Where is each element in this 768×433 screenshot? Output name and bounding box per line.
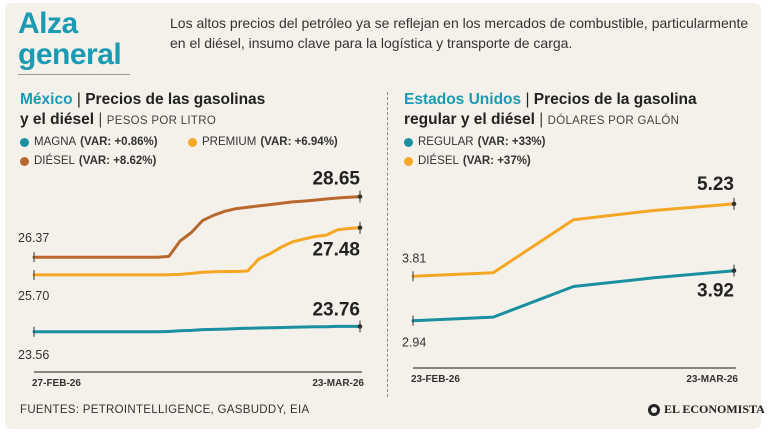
infographic-title: Alza general — [18, 7, 122, 71]
series-start-label: 23.56 — [18, 348, 49, 362]
legend-var: (VAR: +33%) — [477, 136, 546, 148]
series-end-label: 27.48 — [312, 240, 360, 261]
legend-var: (VAR: +6.94%) — [260, 136, 338, 148]
mexico-unit-label: PESOS POR LITRO — [106, 115, 217, 127]
x-tick-start: 23-FEB-26 — [411, 374, 460, 385]
legend-label: MAGNA — [34, 136, 77, 148]
series-start-label: 3.81 — [402, 251, 426, 265]
title-line-2: general — [18, 38, 122, 71]
series-start-label: 2.94 — [402, 336, 426, 350]
series-end-label: 23.76 — [312, 299, 360, 320]
us-diesel-swatch — [404, 156, 413, 166]
usa-title-a: Precios de la gasolina — [533, 91, 697, 108]
legend-label: REGULAR — [418, 136, 474, 148]
mexico-title-a: Precios de las gasolinas — [85, 91, 266, 108]
legend-var: (VAR: +37%) — [462, 155, 531, 167]
legend-item-us-diesel: DIÉSEL (VAR: +37%) — [404, 155, 531, 167]
series-end-point — [357, 225, 363, 230]
legend-label: DIÉSEL — [34, 155, 75, 167]
legend-item-diesel: DIÉSEL (VAR: +8.62%) — [20, 155, 156, 167]
x-tick-start: 27-FEB-26 — [32, 378, 81, 389]
legend-item-premium: PREMIUM (VAR: +6.94%) — [188, 136, 338, 148]
publisher-logo-icon — [648, 403, 660, 416]
magna-swatch — [20, 137, 29, 147]
usa-country-label: Estados Unidos — [404, 91, 522, 108]
series-end-point — [357, 324, 363, 329]
series-line-premium — [32, 226, 362, 277]
series-line-diésel — [411, 202, 736, 278]
usa-unit-label: DÓLARES POR GALÓN — [547, 115, 680, 127]
panel-divider — [387, 92, 388, 397]
sources-footnote: FUENTES: PETROINTELLIGENCE, GASBUDDY, EI… — [20, 404, 310, 416]
title-line-1: Alza — [18, 7, 78, 40]
x-tick-end: 23-MAR-26 — [312, 378, 364, 389]
infographic-panel — [5, 3, 761, 429]
legend-label: PREMIUM — [202, 136, 257, 148]
series-end-label: 5.23 — [697, 174, 734, 195]
mexico-country-label: México — [20, 91, 73, 108]
usa-panel-title: Estados Unidos | Precios de la gasolina … — [404, 91, 697, 128]
series-end-point — [731, 201, 737, 207]
diesel-swatch — [20, 156, 29, 166]
series-line-diésel — [32, 195, 362, 259]
series-end-label: 28.65 — [312, 169, 360, 190]
mexico-panel-title: México | Precios de las gasolinas y el d… — [20, 91, 266, 128]
title-underline — [18, 74, 130, 75]
series-start-label: 25.70 — [18, 289, 49, 303]
series-end-label: 3.92 — [697, 281, 734, 302]
mexico-title-b: y el diésel — [20, 111, 95, 128]
infographic-description: Los altos precios del petróleo ya se ref… — [170, 15, 749, 51]
legend-item-regular: REGULAR (VAR: +33%) — [404, 136, 545, 148]
legend-label: DIÉSEL — [418, 155, 459, 167]
usa-title-b: regular y el diésel — [404, 111, 535, 128]
series-line-magna — [32, 324, 362, 334]
legend-var: (VAR: +0.86%) — [80, 136, 158, 148]
series-line-regular — [411, 269, 736, 323]
publisher-logo: EL ECONOMISTA — [648, 402, 765, 417]
legend-var: (VAR: +8.62%) — [78, 155, 157, 167]
regular-swatch — [404, 137, 413, 147]
premium-swatch — [188, 137, 197, 147]
x-tick-end: 23-MAR-26 — [686, 374, 738, 385]
legend-item-magna: MAGNA (VAR: +0.86%) — [20, 136, 158, 148]
publisher-name: EL ECONOMISTA — [664, 402, 765, 416]
series-end-point — [357, 194, 363, 199]
series-start-label: 26.37 — [18, 231, 49, 245]
series-end-point — [731, 268, 737, 273]
